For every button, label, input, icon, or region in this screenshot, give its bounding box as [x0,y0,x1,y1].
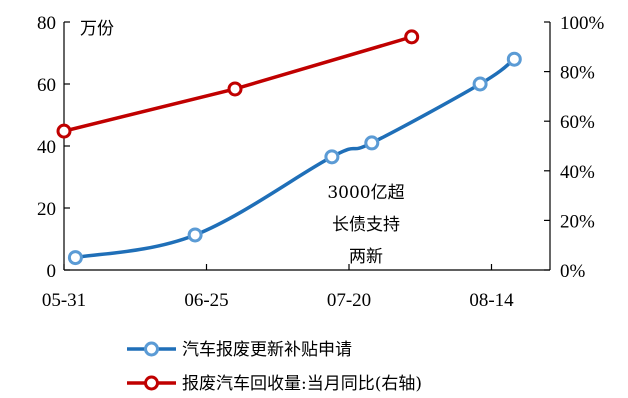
y-right-tick-label: 60% [560,112,595,133]
legend-item-recycling: 报废汽车回收量:当月同比(右轴) [127,374,422,394]
data-point-recycling [404,29,420,45]
data-point-subsidy [187,227,203,243]
series-layer [56,29,522,266]
y-right-tick-label: 100% [560,13,605,34]
y-axis-unit-label: 万份 [80,19,114,39]
data-point-recycling [56,123,72,139]
x-tick-label: 06-25 [184,290,228,311]
legend-label-recycling: 报废汽车回收量:当月同比(右轴) [182,374,422,394]
legend-label-subsidy: 汽车报废更新补贴申请 [182,340,352,360]
data-point-subsidy [67,250,83,266]
annotation: 3000亿超 长债支持 两新 [327,183,404,267]
x-tick-label: 08-14 [469,290,514,311]
data-point-recycling [227,81,243,97]
y-left-tick-label: 20 [37,199,56,220]
x-tick-label: 07-20 [327,290,371,311]
y-right-tick-label: 20% [560,211,595,232]
y-right-tick-label: 40% [560,162,595,183]
data-point-subsidy [364,135,380,151]
series-line-subsidy [73,57,517,260]
legend: 汽车报废更新补贴申请 报废汽车回收量:当月同比(右轴) [127,340,422,394]
y-right-tick-label: 80% [560,63,595,84]
data-point-subsidy [472,76,488,92]
x-axis-ticks: 05-31 06-25 07-20 08-14 [42,264,514,311]
x-tick-label: 05-31 [42,290,86,311]
y-left-tick-label: 80 [37,13,56,34]
y-left-tick-label: 60 [37,75,56,96]
annotation-line-2: 长债支持 [332,215,400,235]
annotation-line-3: 两新 [349,247,383,267]
legend-item-subsidy: 汽车报废更新补贴申请 [127,340,352,360]
legend-swatch-subsidy-marker [144,341,159,357]
annotation-line-1: 3000亿超 [327,183,404,203]
data-point-subsidy [324,149,340,165]
y-axis-right-ticks: 0% 20% 40% 60% 80% 100% [544,13,605,282]
data-point-subsidy [506,51,522,67]
y-axis-left-ticks: 0 20 40 60 80 [37,13,70,282]
y-right-tick-label: 0% [560,261,586,282]
y-left-tick-label: 0 [47,261,57,282]
legend-swatch-recycling-marker [144,375,159,391]
y-left-tick-label: 40 [37,137,56,158]
